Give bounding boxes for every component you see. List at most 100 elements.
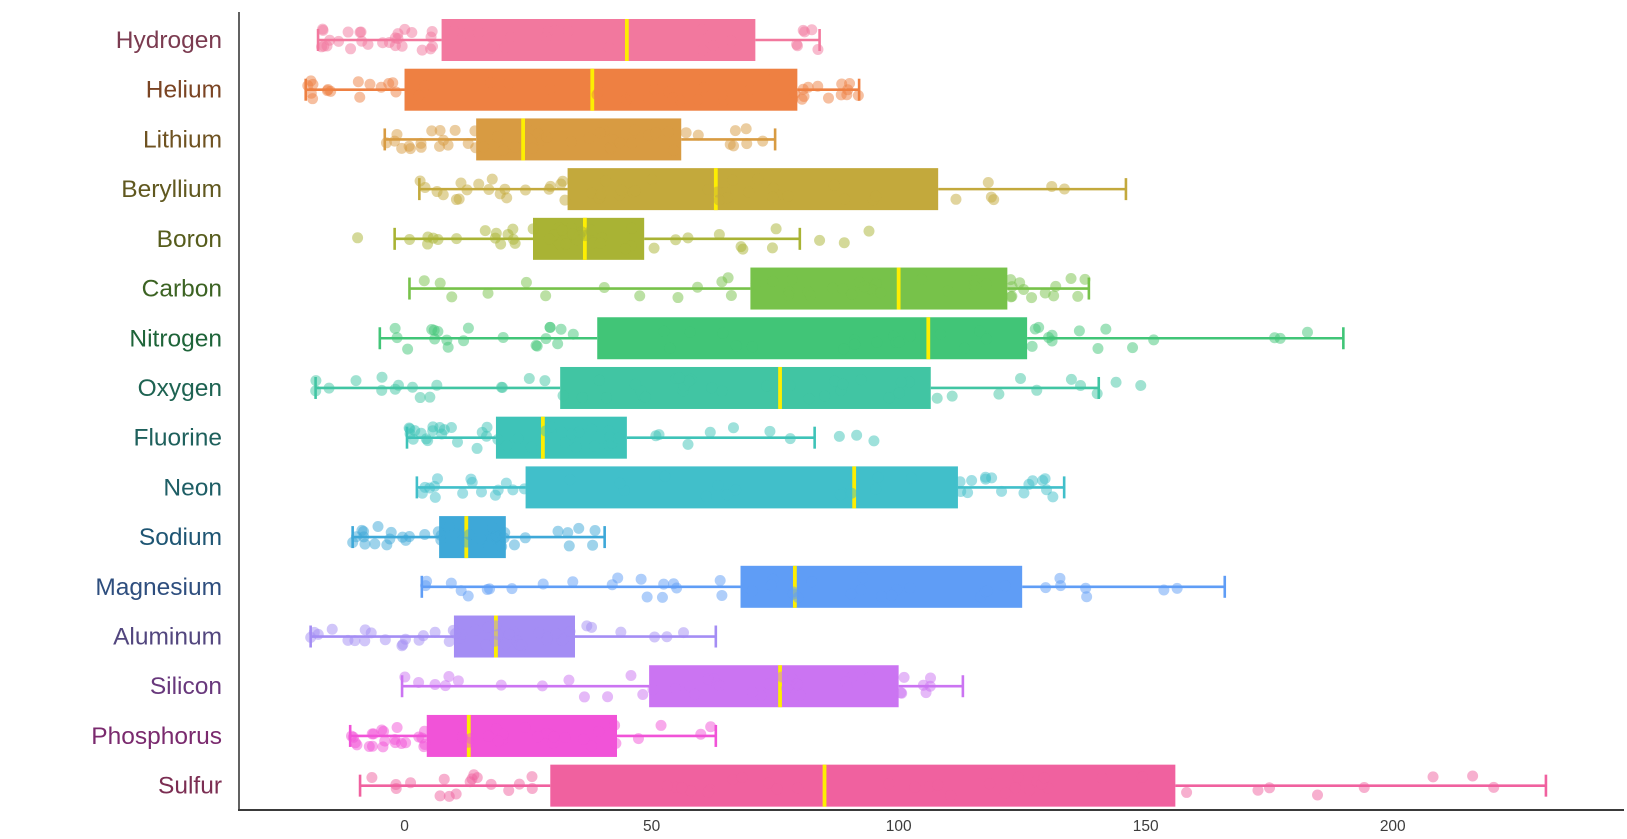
data-point bbox=[717, 327, 729, 339]
data-point bbox=[763, 777, 775, 789]
data-point bbox=[615, 184, 627, 196]
outlier-point bbox=[814, 234, 826, 246]
data-point bbox=[540, 290, 552, 302]
data-point bbox=[650, 127, 662, 139]
data-point bbox=[658, 578, 670, 590]
iqr-box bbox=[560, 366, 931, 409]
data-point bbox=[787, 93, 799, 105]
data-point bbox=[692, 94, 704, 106]
data-point bbox=[429, 626, 441, 638]
data-point bbox=[434, 140, 446, 152]
data-point bbox=[727, 774, 739, 786]
data-point bbox=[875, 590, 887, 602]
data-point bbox=[1065, 373, 1077, 385]
data-point bbox=[503, 784, 515, 796]
data-point bbox=[564, 625, 576, 637]
data-point bbox=[828, 179, 840, 191]
y-axis-label: Sodium bbox=[139, 524, 222, 551]
data-point bbox=[390, 86, 402, 98]
data-point bbox=[556, 224, 568, 236]
data-point bbox=[449, 124, 461, 136]
data-point bbox=[1100, 323, 1112, 335]
data-point bbox=[567, 228, 579, 240]
data-point bbox=[507, 223, 519, 235]
median-line bbox=[778, 366, 782, 409]
data-point bbox=[1023, 478, 1035, 490]
data-point bbox=[663, 86, 675, 98]
data-point bbox=[883, 392, 895, 404]
data-point bbox=[762, 678, 774, 690]
data-point bbox=[626, 137, 638, 149]
data-point bbox=[586, 423, 598, 435]
data-point bbox=[855, 374, 867, 386]
data-point bbox=[404, 233, 416, 245]
data-point bbox=[445, 577, 457, 589]
data-point bbox=[418, 741, 430, 753]
data-point bbox=[539, 375, 551, 387]
data-point bbox=[837, 283, 849, 295]
data-point bbox=[1050, 280, 1062, 292]
box-row-neon: Neon bbox=[163, 466, 1066, 509]
data-point bbox=[434, 790, 446, 802]
data-point bbox=[347, 731, 359, 743]
data-point bbox=[1058, 183, 1070, 195]
data-point bbox=[671, 582, 683, 594]
data-point bbox=[1009, 782, 1021, 794]
data-point bbox=[483, 183, 495, 195]
data-point bbox=[982, 176, 994, 188]
data-point bbox=[451, 233, 463, 245]
data-point bbox=[450, 788, 462, 800]
data-point bbox=[713, 680, 725, 692]
data-point bbox=[1038, 772, 1050, 784]
data-point bbox=[509, 141, 521, 153]
data-point bbox=[736, 772, 748, 784]
data-point bbox=[803, 393, 815, 405]
data-point bbox=[702, 183, 714, 195]
data-point bbox=[664, 342, 676, 354]
y-axis-label: Nitrogen bbox=[129, 325, 222, 352]
data-point bbox=[716, 589, 728, 601]
data-point bbox=[507, 484, 519, 496]
data-point bbox=[462, 322, 474, 334]
data-point bbox=[1080, 582, 1092, 594]
data-point bbox=[540, 31, 552, 43]
data-point bbox=[396, 640, 408, 652]
data-point bbox=[945, 790, 957, 802]
data-point bbox=[416, 44, 428, 56]
x-tick-label: 50 bbox=[643, 818, 661, 835]
data-point bbox=[567, 576, 579, 588]
data-point bbox=[396, 40, 408, 52]
data-point bbox=[1041, 484, 1053, 496]
data-point bbox=[557, 390, 569, 402]
data-point bbox=[422, 435, 434, 447]
data-point bbox=[669, 683, 681, 695]
data-point bbox=[378, 725, 390, 737]
data-point bbox=[350, 375, 362, 387]
iqr-box bbox=[550, 764, 1176, 807]
data-point bbox=[658, 325, 670, 337]
data-point bbox=[552, 525, 564, 537]
y-axis-label: Oxygen bbox=[138, 375, 222, 402]
data-point bbox=[931, 392, 943, 404]
strip-points bbox=[305, 620, 690, 652]
data-point bbox=[508, 539, 520, 551]
data-point bbox=[545, 180, 557, 192]
box-row-hydrogen: Hydrogen bbox=[116, 19, 824, 61]
strip-points bbox=[399, 669, 937, 703]
data-point bbox=[403, 140, 415, 152]
data-point bbox=[682, 232, 694, 244]
data-point bbox=[946, 390, 958, 402]
data-point bbox=[792, 782, 804, 794]
data-point bbox=[1274, 332, 1286, 344]
data-point bbox=[786, 273, 798, 285]
data-point bbox=[904, 330, 916, 342]
data-point bbox=[1055, 580, 1067, 592]
data-point bbox=[391, 332, 403, 344]
data-point bbox=[692, 281, 704, 293]
data-point bbox=[932, 779, 944, 791]
data-point bbox=[405, 777, 417, 789]
data-point bbox=[573, 522, 585, 534]
data-point bbox=[302, 80, 314, 92]
data-point bbox=[316, 41, 328, 53]
